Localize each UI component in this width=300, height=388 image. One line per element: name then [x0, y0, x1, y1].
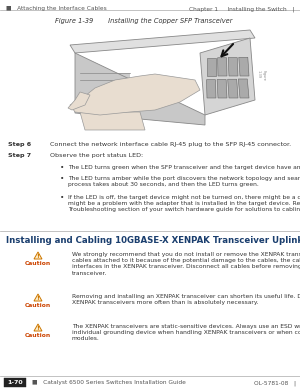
Polygon shape: [34, 252, 42, 259]
Text: The XENPAK transceivers are static-sensitive devices. Always use an ESD wrist st: The XENPAK transceivers are static-sensi…: [72, 324, 300, 341]
Text: 1-70: 1-70: [7, 380, 23, 385]
Polygon shape: [228, 57, 238, 76]
Polygon shape: [75, 53, 205, 125]
Polygon shape: [238, 79, 249, 98]
Text: !: !: [37, 326, 39, 331]
Polygon shape: [217, 80, 227, 98]
Polygon shape: [218, 58, 227, 76]
FancyBboxPatch shape: [4, 378, 26, 387]
Text: The LED turns green when the SFP transceiver and the target device have an estab: The LED turns green when the SFP transce…: [68, 165, 300, 170]
Text: ■   Catalyst 6500 Series Switches Installation Guide: ■ Catalyst 6500 Series Switches Installa…: [32, 380, 186, 385]
Text: The LED turns amber while the port discovers the network topology and searches f: The LED turns amber while the port disco…: [68, 176, 300, 187]
Text: !: !: [37, 254, 39, 259]
Text: Caution: Caution: [25, 261, 51, 266]
Polygon shape: [239, 57, 249, 76]
Polygon shape: [206, 80, 216, 98]
Text: Figure
1-39: Figure 1-39: [257, 70, 266, 81]
Text: •: •: [60, 195, 64, 201]
Polygon shape: [34, 294, 42, 301]
Polygon shape: [228, 79, 238, 98]
Polygon shape: [207, 58, 216, 76]
Polygon shape: [70, 74, 200, 115]
Polygon shape: [80, 112, 145, 130]
Text: !: !: [37, 296, 39, 301]
Text: Step 6: Step 6: [8, 142, 31, 147]
Text: Chapter 1     Installing the Switch   |: Chapter 1 Installing the Switch |: [189, 6, 294, 12]
Text: OL-5781-08   |: OL-5781-08 |: [254, 380, 296, 386]
Polygon shape: [70, 30, 255, 53]
Text: Step 7: Step 7: [8, 153, 31, 158]
Text: Installing and Cabling 10GBASE-X XENPAK Transceiver Uplink Ports: Installing and Cabling 10GBASE-X XENPAK …: [6, 236, 300, 245]
Text: Connect the network interface cable RJ-45 plug to the SFP RJ-45 connector.: Connect the network interface cable RJ-4…: [50, 142, 291, 147]
Text: We strongly recommend that you do not install or remove the XENPAK transceiver w: We strongly recommend that you do not in…: [72, 252, 300, 275]
Text: Caution: Caution: [25, 333, 51, 338]
Text: ■   Attaching the Interface Cables: ■ Attaching the Interface Cables: [6, 6, 107, 11]
Text: •: •: [60, 165, 64, 171]
Text: If the LED is off, the target device might not be turned on, there might be a ca: If the LED is off, the target device mig…: [68, 195, 300, 212]
Text: Removing and installing an XENPAK transceiver can shorten its useful life. Do no: Removing and installing an XENPAK transc…: [72, 294, 300, 305]
Polygon shape: [200, 38, 255, 115]
Text: •: •: [60, 176, 64, 182]
Polygon shape: [34, 324, 42, 331]
Polygon shape: [68, 92, 90, 110]
Text: Observe the port status LED:: Observe the port status LED:: [50, 153, 143, 158]
Text: Figure 1-39       Installing the Copper SFP Transceiver: Figure 1-39 Installing the Copper SFP Tr…: [55, 18, 233, 24]
Text: Caution: Caution: [25, 303, 51, 308]
